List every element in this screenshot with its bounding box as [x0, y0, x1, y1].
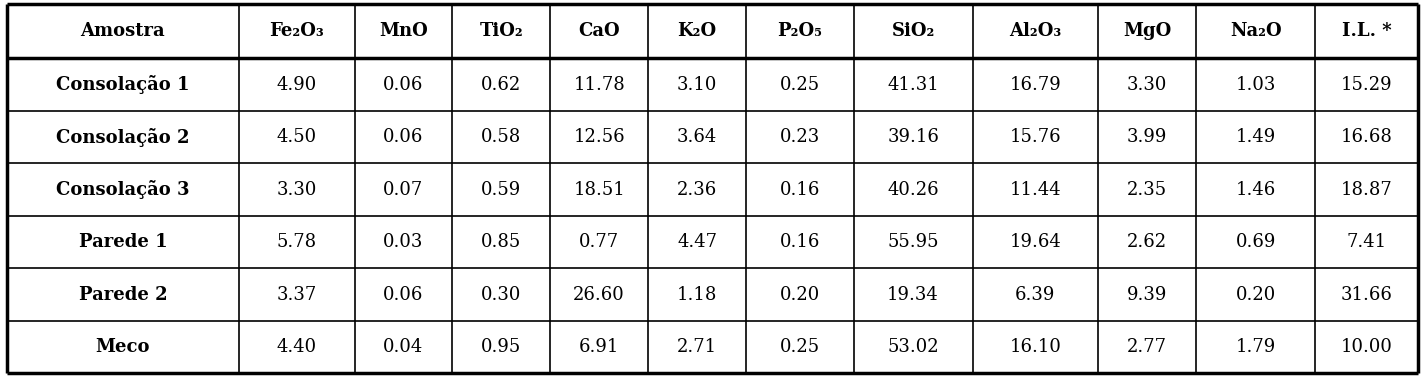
Text: 1.18: 1.18 — [677, 285, 717, 303]
Text: 1.46: 1.46 — [1235, 181, 1275, 199]
Text: K₂O: K₂O — [677, 22, 717, 40]
Text: 9.39: 9.39 — [1127, 285, 1167, 303]
Text: 3.10: 3.10 — [677, 76, 717, 93]
Text: Consolação 2: Consolação 2 — [56, 128, 190, 147]
Text: 0.07: 0.07 — [383, 181, 423, 199]
Text: TiO₂: TiO₂ — [479, 22, 523, 40]
Text: 0.04: 0.04 — [383, 338, 423, 356]
Text: 2.36: 2.36 — [677, 181, 717, 199]
Text: 2.62: 2.62 — [1127, 233, 1167, 251]
Text: 1.79: 1.79 — [1235, 338, 1275, 356]
Text: 2.35: 2.35 — [1127, 181, 1167, 199]
Text: 53.02: 53.02 — [888, 338, 939, 356]
Text: 18.51: 18.51 — [573, 181, 626, 199]
Text: 0.06: 0.06 — [383, 76, 423, 93]
Text: 1.03: 1.03 — [1235, 76, 1275, 93]
Text: 0.16: 0.16 — [779, 181, 819, 199]
Text: 15.29: 15.29 — [1341, 76, 1392, 93]
Text: 12.56: 12.56 — [573, 128, 626, 146]
Text: 0.77: 0.77 — [579, 233, 620, 251]
Text: 0.69: 0.69 — [1235, 233, 1275, 251]
Text: 0.59: 0.59 — [482, 181, 522, 199]
Text: 5.78: 5.78 — [276, 233, 316, 251]
Text: I.L. *: I.L. * — [1342, 22, 1391, 40]
Text: 31.66: 31.66 — [1341, 285, 1392, 303]
Text: MnO: MnO — [379, 22, 428, 40]
Text: 0.20: 0.20 — [1235, 285, 1275, 303]
Text: Na₂O: Na₂O — [1230, 22, 1281, 40]
Text: 0.03: 0.03 — [383, 233, 423, 251]
Text: Al₂O₃: Al₂O₃ — [1009, 22, 1062, 40]
Text: 0.62: 0.62 — [482, 76, 522, 93]
Text: 55.95: 55.95 — [888, 233, 939, 251]
Text: 1.49: 1.49 — [1235, 128, 1275, 146]
Text: 11.44: 11.44 — [1009, 181, 1062, 199]
Text: 41.31: 41.31 — [888, 76, 939, 93]
Text: 26.60: 26.60 — [573, 285, 626, 303]
Text: 0.20: 0.20 — [779, 285, 819, 303]
Text: 0.95: 0.95 — [482, 338, 522, 356]
Text: 16.79: 16.79 — [1009, 76, 1062, 93]
Text: 3.30: 3.30 — [1127, 76, 1167, 93]
Text: 18.87: 18.87 — [1341, 181, 1392, 199]
Text: 0.30: 0.30 — [482, 285, 522, 303]
Text: 6.39: 6.39 — [1015, 285, 1056, 303]
Text: 0.58: 0.58 — [482, 128, 522, 146]
Text: 40.26: 40.26 — [888, 181, 939, 199]
Text: 2.77: 2.77 — [1127, 338, 1167, 356]
Text: 0.06: 0.06 — [383, 128, 423, 146]
Text: Consolação 1: Consolação 1 — [56, 75, 190, 94]
Text: 16.10: 16.10 — [1009, 338, 1062, 356]
Text: 0.06: 0.06 — [383, 285, 423, 303]
Text: 39.16: 39.16 — [888, 128, 939, 146]
Text: 0.25: 0.25 — [779, 338, 819, 356]
Text: 7.41: 7.41 — [1347, 233, 1387, 251]
Text: Amostra: Amostra — [81, 22, 165, 40]
Text: 4.50: 4.50 — [276, 128, 316, 146]
Text: 3.64: 3.64 — [677, 128, 717, 146]
Text: 4.47: 4.47 — [677, 233, 717, 251]
Text: 4.90: 4.90 — [276, 76, 316, 93]
Text: SiO₂: SiO₂ — [892, 22, 935, 40]
Text: 3.37: 3.37 — [276, 285, 316, 303]
Text: 19.34: 19.34 — [888, 285, 939, 303]
Text: 0.23: 0.23 — [779, 128, 819, 146]
Text: Parede 2: Parede 2 — [78, 285, 167, 303]
Text: 15.76: 15.76 — [1009, 128, 1062, 146]
Text: 6.91: 6.91 — [579, 338, 620, 356]
Text: 4.40: 4.40 — [276, 338, 316, 356]
Text: Consolação 3: Consolação 3 — [56, 180, 190, 199]
Text: 2.71: 2.71 — [677, 338, 717, 356]
Text: 3.99: 3.99 — [1127, 128, 1167, 146]
Text: 10.00: 10.00 — [1341, 338, 1392, 356]
Text: 11.78: 11.78 — [573, 76, 626, 93]
Text: P₂O₅: P₂O₅ — [777, 22, 822, 40]
Text: Meco: Meco — [95, 338, 150, 356]
Text: Parede 1: Parede 1 — [78, 233, 167, 251]
Text: 0.25: 0.25 — [779, 76, 819, 93]
Text: 3.30: 3.30 — [276, 181, 316, 199]
Text: CaO: CaO — [579, 22, 620, 40]
Text: 0.85: 0.85 — [482, 233, 522, 251]
Text: 16.68: 16.68 — [1341, 128, 1392, 146]
Text: 0.16: 0.16 — [779, 233, 819, 251]
Text: 19.64: 19.64 — [1009, 233, 1062, 251]
Text: Fe₂O₃: Fe₂O₃ — [269, 22, 323, 40]
Text: MgO: MgO — [1123, 22, 1171, 40]
